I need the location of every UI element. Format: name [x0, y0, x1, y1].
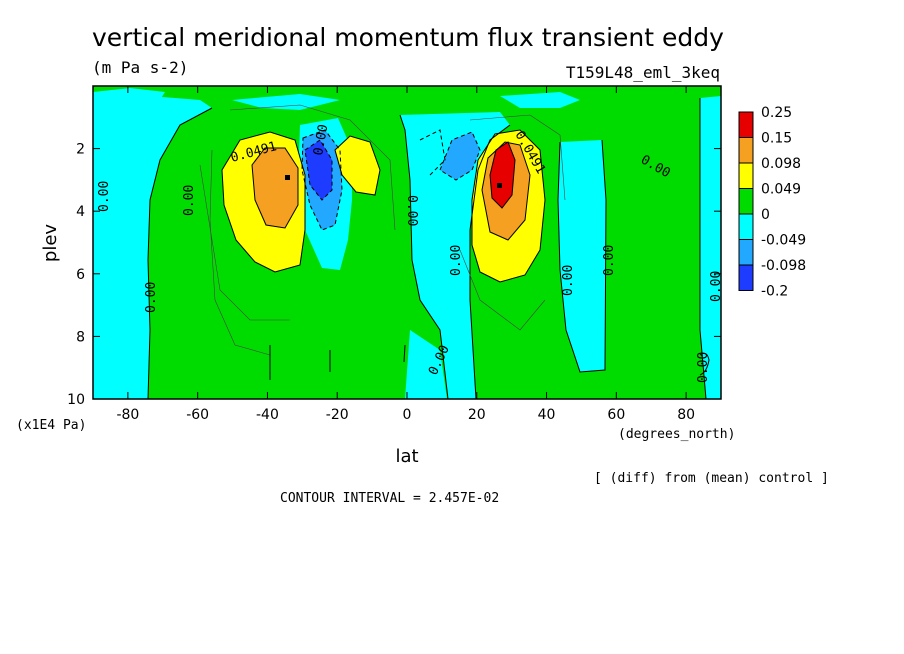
contour-label: 0.00	[709, 271, 724, 302]
x-tick-label: -40	[256, 407, 279, 423]
region-yellow-sh-weak	[335, 136, 380, 195]
contour-lines-negative	[301, 129, 481, 231]
run-label: T159L48_eml_3keq	[566, 63, 720, 82]
y-axis: 2 4 6 8 10	[67, 142, 721, 408]
units-label: (m Pa s-2)	[92, 58, 188, 77]
contour-lines-faint	[199, 104, 566, 356]
colorbar-swatch	[738, 239, 754, 266]
contour-label: 0.00	[602, 245, 617, 276]
max-marker-sh	[285, 175, 290, 180]
contour-lines-small	[269, 344, 710, 380]
region-cyan-nh-high	[700, 96, 721, 399]
colorbar-swatch	[738, 188, 754, 215]
region-darkblue-sh	[305, 140, 332, 200]
colorbar-swatch	[738, 213, 754, 240]
x-tick-label: 80	[677, 407, 695, 423]
colorbar-swatch	[738, 264, 754, 291]
plot-area: 0.0491 0.00 0.00 0.0491 0.00 0.00 0.00 0…	[93, 86, 724, 399]
colorbar-swatch	[738, 137, 754, 164]
y-tick-label: 8	[76, 329, 85, 345]
region-red-nh	[490, 142, 515, 208]
colorbar-swatch	[738, 111, 754, 138]
x-tick-label: -80	[116, 407, 139, 423]
y-axis-units: (x1E4 Pa)	[16, 418, 86, 433]
region-blue-nh	[440, 132, 480, 180]
diff-note: [ (diff) from (mean) control ]	[594, 471, 829, 486]
y-tick-label: 4	[76, 204, 85, 220]
colorbar-swatch	[738, 162, 754, 189]
region-orange-sh	[252, 148, 298, 228]
contour-label: 0.00	[449, 245, 464, 276]
x-axis-units: (degrees_north)	[618, 427, 735, 442]
contour-label: 0.00	[311, 123, 331, 156]
x-tick-label: 0	[403, 407, 412, 423]
contour-label: 0.00	[561, 265, 576, 296]
y-axis-label: plev	[40, 224, 61, 263]
contour-label: 0.00	[404, 195, 419, 226]
contour-label: 0.00	[97, 181, 112, 212]
x-tick-label: 40	[538, 407, 556, 423]
region-cyan-nh-top	[500, 92, 580, 108]
region-cyan-nh-mid	[558, 140, 606, 372]
max-marker-nh	[497, 183, 502, 188]
y-tick-label: 2	[76, 142, 85, 158]
x-axis-label: lat	[395, 446, 418, 467]
x-tick-label: 60	[607, 407, 625, 423]
contour-lines	[147, 98, 707, 399]
region-cyan-sh-polar	[93, 88, 165, 104]
colorbar-label: 0.15	[761, 131, 792, 147]
x-tick-label: 20	[468, 407, 486, 423]
region-cyan-sh-highlat	[93, 96, 212, 399]
colorbar-label: 0.049	[761, 182, 801, 198]
region-cyan-tropics	[400, 112, 510, 399]
colorbar-label: -0.2	[761, 284, 788, 300]
region-cyan-tropics-low	[405, 330, 447, 399]
x-axis: -80 -60 -40 -20 0 20 40 60 80	[116, 86, 695, 423]
colorbar-label: 0	[761, 207, 770, 223]
y-tick-label: 10	[67, 392, 85, 408]
colorbar: 0.25 0.15 0.098 0.049 0 -0.049 -0.098 -0.2	[738, 105, 806, 300]
colorbar-label: 0.098	[761, 156, 801, 172]
contour-label: 0.00	[696, 352, 711, 383]
region-cyan-sh-mid	[232, 94, 340, 110]
chart-title: vertical meridional momentum flux transi…	[92, 23, 724, 52]
colorbar-label: -0.098	[761, 258, 806, 274]
colorbar-label: -0.049	[761, 233, 806, 249]
contour-label: 0.00	[144, 282, 159, 313]
contour-interval: CONTOUR INTERVAL = 2.457E-02	[280, 491, 499, 506]
x-tick-label: -60	[186, 407, 209, 423]
y-tick-label: 6	[76, 267, 85, 283]
contour-label: 0.00	[182, 185, 197, 216]
x-tick-label: -20	[326, 407, 349, 423]
colorbar-label: 0.25	[761, 105, 792, 121]
